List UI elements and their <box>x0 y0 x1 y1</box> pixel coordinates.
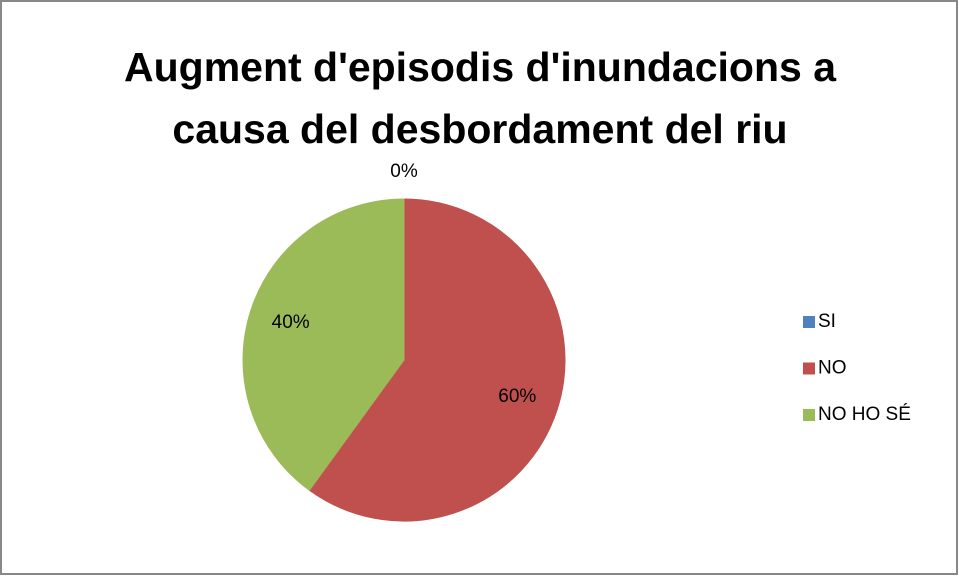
legend-swatch <box>803 409 815 421</box>
legend-label: SI <box>818 311 836 332</box>
pie-slice <box>308 198 566 522</box>
data-label: 40% <box>272 312 310 333</box>
data-label: 0% <box>390 161 418 182</box>
pie-slice <box>242 198 405 491</box>
legend-swatch <box>803 316 815 328</box>
legend-label: NO <box>818 358 847 379</box>
legend-swatch <box>803 362 815 375</box>
chart-title: Augment d'episodis d'inundacions a causa… <box>124 44 836 152</box>
data-label: 60% <box>498 386 536 407</box>
legend-label: NO HO SÉ <box>818 404 911 425</box>
